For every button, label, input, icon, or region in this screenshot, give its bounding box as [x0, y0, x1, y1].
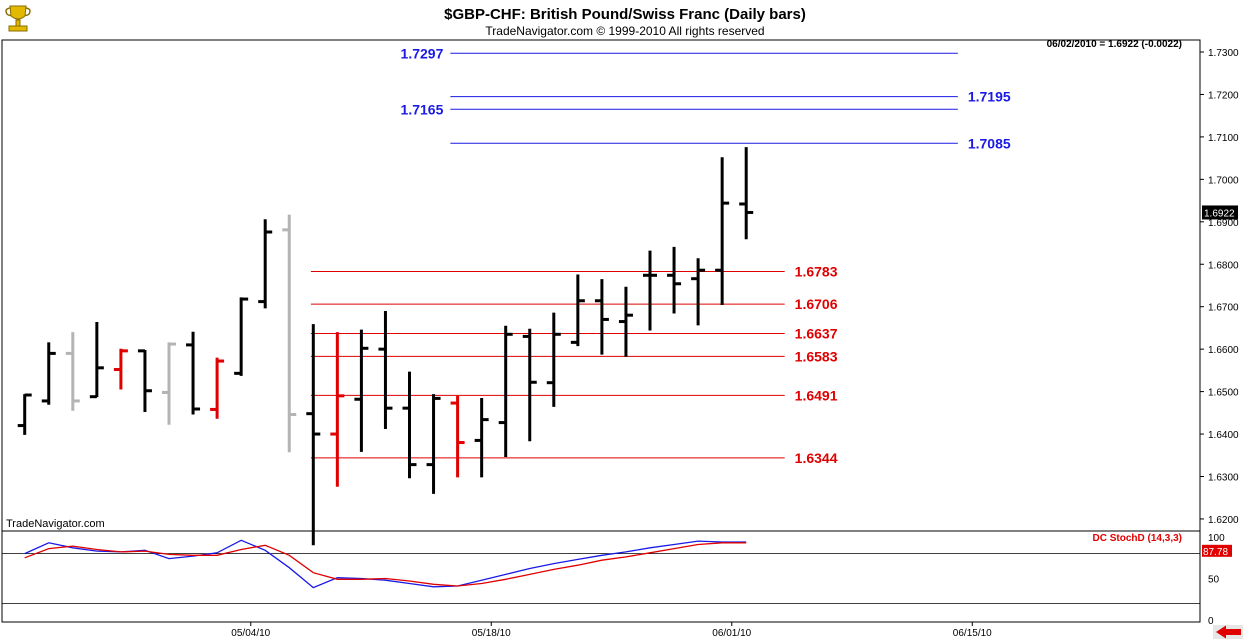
ohlc-bar: [186, 331, 201, 415]
ohlc-bar: [378, 310, 393, 429]
ohlc-bar: [282, 214, 297, 453]
ohlc-bar: [570, 274, 585, 347]
chart-frame: [1, 39, 1201, 623]
stoch-tick-label: 100: [1208, 533, 1225, 544]
stoch-tick-label: 0: [1208, 616, 1214, 627]
price-tick-label: 1.6800: [1208, 260, 1239, 271]
level-label: 1.7165: [401, 101, 444, 117]
price-tick-label: 1.7100: [1208, 133, 1239, 144]
ohlc-bar: [113, 348, 128, 390]
level-label: 1.6706: [795, 296, 838, 312]
ohlc-bar: [402, 371, 417, 479]
price-tick-label: 1.6700: [1208, 303, 1239, 314]
chart-subtitle: TradeNavigator.com © 1999-2010 All right…: [485, 24, 764, 38]
ohlc-bar: [137, 349, 152, 412]
level-label: 1.6637: [795, 325, 838, 341]
last-quote: 06/02/2010 = 1.6922 (-0.0022): [1047, 39, 1182, 50]
price-tick-label: 1.7200: [1208, 90, 1239, 101]
level-label: 1.6583: [795, 348, 838, 364]
level-label: 1.7297: [401, 45, 444, 61]
ohlc-bar: [450, 395, 465, 478]
ohlc-bar: [715, 157, 730, 306]
trophy-icon: [5, 5, 31, 32]
price-tick-label: 1.6900: [1208, 218, 1239, 229]
level-label: 1.7195: [968, 89, 1011, 105]
last-price-box: [1202, 205, 1238, 220]
ohlc-bar: [65, 332, 80, 411]
stoch-tick-label: 50: [1208, 575, 1220, 586]
date-tick-label: 05/18/10: [472, 628, 511, 639]
stoch-title: DC StochD (14,3,3): [1093, 533, 1182, 544]
level-lines: 1.7297 1.7195 1.7165 1.7085 1.6783 1.6706 1.66…: [310, 45, 1011, 466]
ohlc-bar: [17, 393, 32, 435]
level-label: 1.6344: [795, 450, 838, 466]
stoch-last-label: 87.78: [1203, 547, 1228, 558]
ohlc-bar: [594, 279, 609, 355]
ohlc-bar: [306, 324, 321, 546]
date-tick-label: 05/04/10: [231, 628, 270, 639]
ohlc-bar: [546, 312, 561, 407]
ohlc-bar: [89, 321, 104, 399]
ohlc-bar: [354, 329, 369, 452]
price-tick-label: 1.7300: [1208, 48, 1239, 59]
price-tick-label: 1.6600: [1208, 345, 1239, 356]
level-label: 1.6783: [795, 263, 838, 279]
ohlc-bar: [498, 325, 513, 457]
last-price-label: 1.6922: [1204, 208, 1235, 219]
date-tick-label: 06/15/10: [953, 628, 992, 639]
level-label: 1.7085: [968, 135, 1011, 151]
price-tick-label: 1.6500: [1208, 388, 1239, 399]
stoch-series-line: [24, 539, 747, 589]
ohlc-bar: [162, 342, 176, 425]
ohlc-bar: [426, 394, 441, 494]
price-axis: 1.6200 1.6300 1.6400 1.6500 1.6600 1.6700 1.68…: [1200, 48, 1239, 627]
left-arrow-icon[interactable]: [1213, 625, 1243, 639]
price-tick-label: 1.6300: [1208, 473, 1239, 484]
stochastic-panel: [2, 539, 1200, 604]
ohlc-bar: [522, 328, 537, 442]
ohlc-bar: [691, 258, 706, 326]
watermark: TradeNavigator.com: [6, 518, 105, 530]
date-axis: 05/04/10 05/18/10 06/01/10 06/15/10: [231, 622, 992, 639]
plot-border: [1, 39, 1201, 623]
chart-title: $GBP-CHF: British Pound/Swiss Franc (Dai…: [444, 6, 806, 23]
ohlc-bar: [234, 297, 249, 376]
ohlc-bar: [41, 342, 56, 405]
ohlc-bar: [618, 286, 633, 357]
ohlc-bar: [667, 246, 682, 314]
stoch-series-line: [24, 542, 747, 587]
price-tick-label: 1.7000: [1208, 175, 1239, 186]
ohlc-bar: [258, 219, 273, 309]
price-tick-label: 1.6200: [1208, 515, 1239, 526]
ohlc-bar: [330, 332, 345, 487]
price-tick-label: 1.6400: [1208, 430, 1239, 441]
date-tick-label: 06/01/10: [712, 628, 751, 639]
price-bars: [17, 147, 754, 546]
stoch-last-box: [1202, 544, 1232, 557]
level-label: 1.6491: [795, 387, 838, 403]
ohlc-bar: [210, 357, 225, 419]
ohlc-bar: [739, 147, 754, 240]
ohlc-bar: [474, 397, 489, 478]
ohlc-bar: [643, 250, 657, 331]
